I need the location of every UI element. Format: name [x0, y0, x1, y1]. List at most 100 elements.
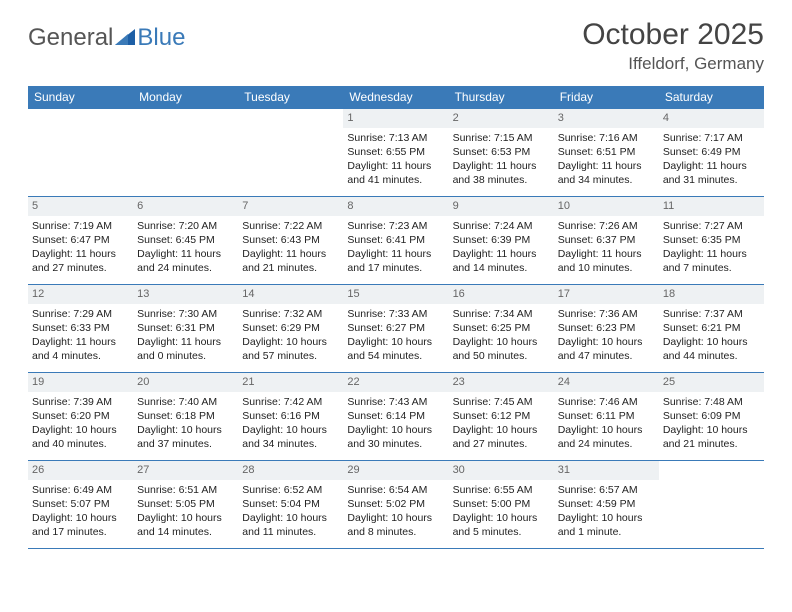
- sunset-line: Sunset: 5:04 PM: [242, 497, 339, 511]
- sunrise-line: Sunrise: 7:24 AM: [453, 219, 550, 233]
- weekday-header: Monday: [133, 86, 238, 109]
- day-number: 2: [449, 109, 554, 128]
- calendar-cell: 16Sunrise: 7:34 AMSunset: 6:25 PMDayligh…: [449, 285, 554, 373]
- calendar-cell: 8Sunrise: 7:23 AMSunset: 6:41 PMDaylight…: [343, 197, 448, 285]
- daylight-line: Daylight: 10 hours and 14 minutes.: [137, 511, 234, 539]
- sunrise-line: Sunrise: 7:40 AM: [137, 395, 234, 409]
- day-details: Sunrise: 7:30 AMSunset: 6:31 PMDaylight:…: [137, 307, 234, 364]
- calendar-cell: 13 Sunrise: 7:30 AMSunset: 6:31 PMDayligh…: [133, 285, 238, 373]
- day-number: 19: [28, 373, 133, 392]
- sunrise-line: Sunrise: 7:17 AM: [663, 131, 760, 145]
- calendar-cell-empty: [133, 109, 238, 197]
- sunset-line: Sunset: 4:59 PM: [558, 497, 655, 511]
- sunset-line: Sunset: 6:47 PM: [32, 233, 129, 247]
- day-number: 6: [133, 197, 238, 216]
- day-number: 21: [238, 373, 343, 392]
- day-number: 18: [659, 285, 764, 304]
- day-details: Sunrise: 7:43 AMSunset: 6:14 PMDaylight:…: [347, 395, 444, 452]
- day-number: 7: [238, 197, 343, 216]
- sunrise-line: Sunrise: 6:55 AM: [453, 483, 550, 497]
- sunrise-line: Sunrise: 7:19 AM: [32, 219, 129, 233]
- day-number: 28: [238, 461, 343, 480]
- sunrise-line: Sunrise: 7:37 AM: [663, 307, 760, 321]
- calendar-cell: 4Sunrise: 7:17 AMSunset: 6:49 PMDaylight…: [659, 109, 764, 197]
- calendar-cell: 20 Sunrise: 7:40 AMSunset: 6:18 PMDayligh…: [133, 373, 238, 461]
- day-details: Sunrise: 7:40 AMSunset: 6:18 PMDaylight:…: [137, 395, 234, 452]
- day-number: 4: [659, 109, 764, 128]
- day-number: 8: [343, 197, 448, 216]
- sunset-line: Sunset: 5:02 PM: [347, 497, 444, 511]
- brand-word2: Blue: [137, 24, 185, 52]
- sunrise-line: Sunrise: 7:30 AM: [137, 307, 234, 321]
- daylight-line: Daylight: 10 hours and 57 minutes.: [242, 335, 339, 363]
- sunset-line: Sunset: 5:07 PM: [32, 497, 129, 511]
- weekday-header: Thursday: [449, 86, 554, 109]
- daylight-line: Daylight: 10 hours and 1 minute.: [558, 511, 655, 539]
- sunrise-line: Sunrise: 6:54 AM: [347, 483, 444, 497]
- calendar-cell: 22Sunrise: 7:43 AMSunset: 6:14 PMDayligh…: [343, 373, 448, 461]
- sunset-line: Sunset: 6:21 PM: [663, 321, 760, 335]
- day-number: 13: [133, 285, 238, 304]
- daylight-line: Daylight: 10 hours and 37 minutes.: [137, 423, 234, 451]
- sunset-line: Sunset: 6:12 PM: [453, 409, 550, 423]
- sunrise-line: Sunrise: 7:27 AM: [663, 219, 760, 233]
- day-details: Sunrise: 7:42 AMSunset: 6:16 PMDaylight:…: [242, 395, 339, 452]
- weekday-header: Wednesday: [343, 86, 448, 109]
- sunset-line: Sunset: 6:31 PM: [137, 321, 234, 335]
- calendar-cell: 24Sunrise: 7:46 AMSunset: 6:11 PMDayligh…: [554, 373, 659, 461]
- sunset-line: Sunset: 6:45 PM: [137, 233, 234, 247]
- calendar-table: SundayMondayTuesdayWednesdayThursdayFrid…: [28, 86, 764, 549]
- daylight-line: Daylight: 11 hours and 31 minutes.: [663, 159, 760, 187]
- weekday-header: Tuesday: [238, 86, 343, 109]
- sunset-line: Sunset: 6:09 PM: [663, 409, 760, 423]
- calendar-cell: 1Sunrise: 7:13 AMSunset: 6:55 PMDaylight…: [343, 109, 448, 197]
- day-number: 14: [238, 285, 343, 304]
- sunrise-line: Sunrise: 7:23 AM: [347, 219, 444, 233]
- brand-word1: General: [28, 24, 113, 52]
- calendar-cell: 12Sunrise: 7:29 AMSunset: 6:33 PMDayligh…: [28, 285, 133, 373]
- day-details: Sunrise: 7:29 AMSunset: 6:33 PMDaylight:…: [32, 307, 129, 364]
- sunrise-line: Sunrise: 7:22 AM: [242, 219, 339, 233]
- daylight-line: Daylight: 10 hours and 24 minutes.: [558, 423, 655, 451]
- day-details: Sunrise: 7:15 AMSunset: 6:53 PMDaylight:…: [453, 131, 550, 188]
- daylight-line: Daylight: 10 hours and 11 minutes.: [242, 511, 339, 539]
- day-number: 5: [28, 197, 133, 216]
- day-details: Sunrise: 7:37 AMSunset: 6:21 PMDaylight:…: [663, 307, 760, 364]
- calendar-cell: 26Sunrise: 6:49 AMSunset: 5:07 PMDayligh…: [28, 461, 133, 549]
- calendar-row: 12Sunrise: 7:29 AMSunset: 6:33 PMDayligh…: [28, 285, 764, 373]
- sunset-line: Sunset: 6:35 PM: [663, 233, 760, 247]
- calendar-row: 1Sunrise: 7:13 AMSunset: 6:55 PMDaylight…: [28, 109, 764, 197]
- brand-logo: General Blue: [28, 18, 185, 52]
- day-details: Sunrise: 7:16 AMSunset: 6:51 PMDaylight:…: [558, 131, 655, 188]
- header: General Blue October 2025 Iffeldorf, Ger…: [28, 18, 764, 74]
- sunrise-line: Sunrise: 7:48 AM: [663, 395, 760, 409]
- calendar-cell-empty: [28, 109, 133, 197]
- calendar-cell: 23Sunrise: 7:45 AMSunset: 6:12 PMDayligh…: [449, 373, 554, 461]
- brand-triangle-icon: [115, 27, 135, 50]
- sunrise-line: Sunrise: 7:13 AM: [347, 131, 444, 145]
- day-number: 9: [449, 197, 554, 216]
- sunset-line: Sunset: 6:37 PM: [558, 233, 655, 247]
- calendar-cell: 17Sunrise: 7:36 AMSunset: 6:23 PMDayligh…: [554, 285, 659, 373]
- sunrise-line: Sunrise: 7:26 AM: [558, 219, 655, 233]
- day-number: 3: [554, 109, 659, 128]
- sunrise-line: Sunrise: 7:32 AM: [242, 307, 339, 321]
- day-details: Sunrise: 7:32 AMSunset: 6:29 PMDaylight:…: [242, 307, 339, 364]
- sunrise-line: Sunrise: 6:52 AM: [242, 483, 339, 497]
- day-details: Sunrise: 6:54 AMSunset: 5:02 PMDaylight:…: [347, 483, 444, 540]
- calendar-cell: 7Sunrise: 7:22 AMSunset: 6:43 PMDaylight…: [238, 197, 343, 285]
- day-number: 30: [449, 461, 554, 480]
- day-number: 25: [659, 373, 764, 392]
- daylight-line: Daylight: 11 hours and 4 minutes.: [32, 335, 129, 363]
- day-number: 15: [343, 285, 448, 304]
- sunset-line: Sunset: 6:43 PM: [242, 233, 339, 247]
- day-number: 1: [343, 109, 448, 128]
- sunrise-line: Sunrise: 7:43 AM: [347, 395, 444, 409]
- daylight-line: Daylight: 11 hours and 41 minutes.: [347, 159, 444, 187]
- day-details: Sunrise: 6:49 AMSunset: 5:07 PMDaylight:…: [32, 483, 129, 540]
- daylight-line: Daylight: 11 hours and 38 minutes.: [453, 159, 550, 187]
- day-number: 20: [133, 373, 238, 392]
- day-number: 10: [554, 197, 659, 216]
- calendar-cell-empty: [238, 109, 343, 197]
- sunrise-line: Sunrise: 7:16 AM: [558, 131, 655, 145]
